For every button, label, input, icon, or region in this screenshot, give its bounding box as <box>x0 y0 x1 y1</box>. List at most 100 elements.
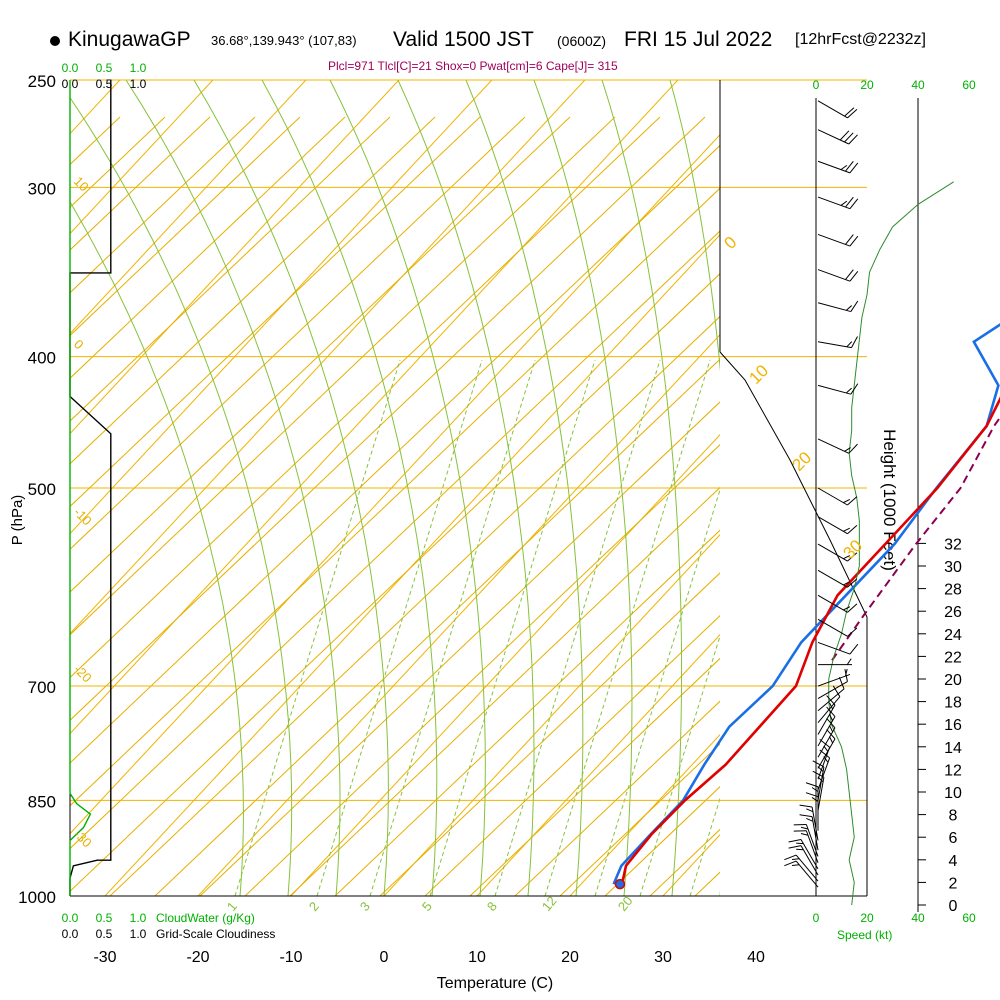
wind-barb-feather <box>843 555 851 560</box>
wind-barb-feather <box>847 578 858 588</box>
cloudiness-scale-bottom: 1.0 <box>130 927 147 941</box>
wind-barb <box>817 594 858 613</box>
wind-barb-feather <box>788 845 802 849</box>
speed-scale-bottom: 0 <box>813 911 820 925</box>
mixing-ratio-label: 5 <box>419 899 435 914</box>
wind-barb-feather <box>845 387 852 394</box>
wind-barb-feather <box>844 447 851 452</box>
dry-adiabat-line <box>334 529 720 896</box>
wind-barb-staff <box>817 681 848 699</box>
wind-barb-staff <box>817 727 836 758</box>
wind-barb-feather <box>840 200 848 206</box>
temperature-tick-label: 20 <box>561 949 579 966</box>
cloudiness-line <box>69 80 112 896</box>
mixing-ratio-label: 2 <box>306 899 322 914</box>
dry-adiabat-label: -30 <box>71 827 95 851</box>
wind-barb-feather <box>850 383 859 395</box>
height-tick-label: 22 <box>944 649 962 666</box>
isotherm-line <box>569 733 720 896</box>
wind-barb-feather <box>850 300 859 312</box>
zulu-time: (0600Z) <box>557 33 607 49</box>
cloudiness-scale-bottom: 0.0 <box>62 927 79 941</box>
isotherm-label: 20 <box>788 448 815 475</box>
dry-adiabat-line <box>70 116 571 593</box>
isotherm-line <box>476 633 720 896</box>
wind-barb-staff <box>817 757 831 791</box>
wind-barb-feather <box>844 107 855 117</box>
cloud-water-scale-top: 0.0 <box>62 61 79 75</box>
wind-barb-feather <box>800 833 809 836</box>
wind-barb-feather <box>791 864 800 866</box>
moist-adiabat-line <box>261 80 438 896</box>
speed-scale-bottom: 20 <box>860 911 874 925</box>
pressure-tick-label: 500 <box>28 480 56 499</box>
cloud-water-scale-bottom: 0.0 <box>62 911 79 925</box>
dry-adiabat-line <box>70 116 391 422</box>
pressure-tick-label: 850 <box>28 792 56 811</box>
dry-adiabat-line <box>70 116 616 636</box>
mixing-ratio-line <box>316 359 483 896</box>
wind-barb-feather <box>812 760 825 768</box>
dry-adiabat-line <box>559 743 720 896</box>
station-name: KinugawaGP <box>68 28 191 51</box>
wind-barb <box>784 860 819 888</box>
moist-adiabat-line <box>533 80 633 896</box>
dry-adiabat-line <box>965 117 1000 896</box>
cloud-water-label: CloudWater (g/Kg) <box>156 911 255 925</box>
temperature-tick-label: -30 <box>93 949 116 966</box>
height-tick-label: 30 <box>944 559 962 576</box>
wind-barb-staff <box>817 129 850 145</box>
wind-barb-staff <box>805 824 819 857</box>
wind-barb <box>788 838 819 870</box>
wind-barb <box>817 569 858 588</box>
wind-barb-feather <box>799 814 813 818</box>
wind-barb-staff <box>817 738 836 769</box>
wind-barb <box>817 336 858 349</box>
dry-adiabat-line <box>514 700 720 896</box>
cloud-water-line <box>69 80 92 896</box>
height-tick-label: 20 <box>944 672 962 689</box>
valid-time: Valid 1500 JST <box>393 28 534 51</box>
wind-barb-staff <box>817 618 848 637</box>
speed-scale-bottom: 40 <box>911 911 925 925</box>
height-tick-label: 16 <box>944 717 962 734</box>
wind-speed-profile <box>828 181 954 906</box>
wind-barb-feather <box>843 498 851 504</box>
isotherm-line <box>849 80 1000 896</box>
wind-barb-staff <box>817 160 851 174</box>
wind-barb-staff <box>817 594 848 613</box>
wind-barb-feather <box>847 627 858 637</box>
wind-barb-staff <box>800 839 819 870</box>
wind-barb <box>799 814 819 851</box>
wind-barb-feather <box>811 787 819 792</box>
dry-adiabat-line <box>70 116 661 679</box>
height-tick-label: 2 <box>949 875 958 892</box>
dry-adiabat-label: -20 <box>71 662 95 686</box>
wind-barb-feather <box>784 854 797 861</box>
temperature-tick-label: 30 <box>654 949 672 966</box>
wind-barb-staff <box>817 716 836 747</box>
wind-barb-feather <box>828 736 834 744</box>
isotherm-line <box>383 533 720 896</box>
mixing-ratio-line <box>544 359 711 896</box>
speed-scale-top: 20 <box>860 78 874 92</box>
moist-adiabat-line <box>125 80 341 896</box>
wind-barb-feather <box>839 130 850 141</box>
speed-scale-top: 0 <box>813 78 820 92</box>
mixing-ratio-line <box>494 359 661 896</box>
isotherm-line <box>70 80 214 235</box>
wind-barb-staff <box>817 269 851 282</box>
cloud-water-scale-top: 1.0 <box>130 61 147 75</box>
wind-barb-feather <box>784 860 797 867</box>
wind-barb-staff <box>811 806 819 841</box>
dry-adiabat-line <box>70 230 720 850</box>
wind-barb-feather <box>846 658 852 665</box>
mixing-ratio-label: 3 <box>357 899 373 914</box>
height-tick-label: 26 <box>944 604 962 621</box>
wind-barb <box>817 196 859 210</box>
wind-barb-feather <box>800 826 809 830</box>
y-axis-title: P (hPa) <box>9 495 26 546</box>
wind-barb-feather <box>845 196 854 208</box>
